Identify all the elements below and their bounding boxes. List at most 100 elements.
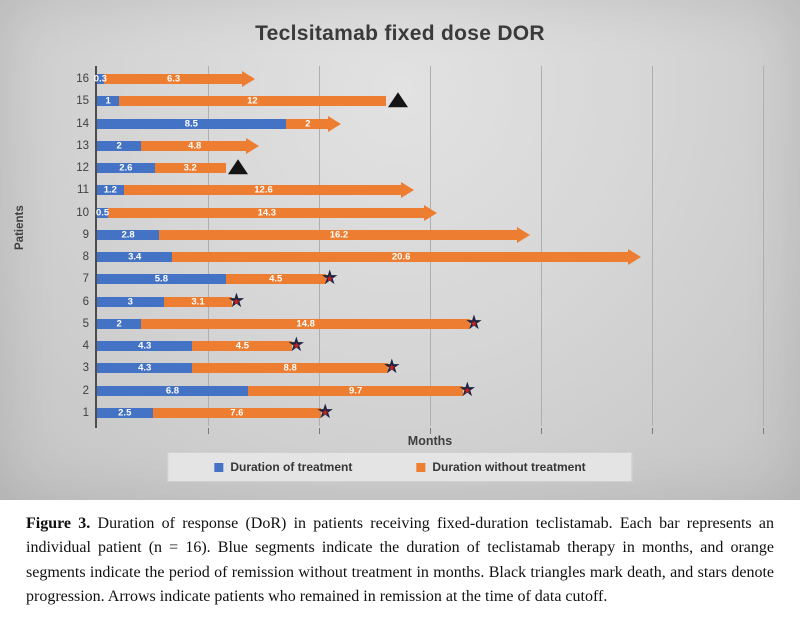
star-outline: ★ — [227, 289, 246, 312]
treatment-segment — [97, 229, 160, 240]
treatment-segment — [97, 140, 142, 151]
treatment-segment — [97, 363, 193, 374]
remission-value-label: 12.6 — [254, 184, 273, 196]
y-tick-label: 8 — [82, 251, 89, 264]
x-axis-tick — [430, 428, 431, 434]
star-outline: ★ — [320, 267, 339, 290]
treatment-segment — [97, 318, 142, 329]
remission-value-label: 12 — [247, 95, 258, 107]
remission-segment — [141, 318, 470, 329]
x-axis-tick — [208, 428, 209, 434]
x-axis-tick — [541, 428, 542, 434]
treatment-segment — [97, 274, 226, 285]
remission-value-label: 4.8 — [188, 140, 202, 152]
y-tick-label: 16 — [76, 73, 89, 86]
star-outline: ★ — [464, 312, 483, 335]
treatment-segment — [97, 252, 173, 263]
remission-value-label: 20.6 — [391, 251, 411, 263]
treatment-value-label: 0.3 — [93, 73, 107, 85]
remission-segment — [285, 118, 331, 129]
treatment-segment — [97, 385, 248, 396]
remission-segment — [152, 407, 322, 418]
figure-caption: Figure 3. Duration of response (DoR) in … — [0, 500, 800, 643]
treatment-swatch-icon — [214, 462, 224, 472]
y-tick-label: 4 — [82, 340, 89, 353]
treatment-value-label: 2.5 — [118, 407, 132, 419]
remission-value-label: 9.7 — [349, 384, 363, 396]
plot-area: 16 0.3 6.3 15 1 12 14 8.5 2 13 2 4.8 12 2.6 3.2 11 1.2 12… — [76, 66, 764, 426]
remission-arrow-icon — [328, 115, 342, 132]
treatment-value-label: 2 — [116, 318, 122, 330]
treatment-value-label: 2.8 — [121, 229, 135, 241]
patient-row: 10 0.5 14.3 — [76, 202, 763, 224]
treatment-value-label: 6.8 — [165, 384, 180, 396]
remission-value-label: 7.6 — [230, 407, 244, 419]
y-tick-label: 1 — [82, 406, 89, 419]
y-tick-label: 11 — [77, 184, 89, 197]
patient-row: 11 1.2 12.6 — [77, 179, 763, 201]
remission-value-label: 3.1 — [191, 295, 205, 307]
star-outline: ★ — [458, 378, 477, 401]
patient-row: 15 1 12 — [76, 90, 763, 112]
remission-arrow-icon — [401, 182, 415, 199]
remission-segment — [159, 229, 519, 240]
y-tick-label: 10 — [76, 206, 89, 219]
remission-arrow-icon — [423, 204, 437, 221]
star-center: ★ — [469, 318, 478, 329]
treatment-value-label: 1.2 — [103, 184, 117, 196]
gridline — [763, 66, 764, 426]
remission-value-label: 3.2 — [183, 162, 197, 174]
treatment-value-label: 5.8 — [154, 273, 168, 285]
treatment-segment — [97, 296, 164, 307]
treatment-segment — [97, 74, 104, 85]
y-tick-label: 2 — [82, 384, 89, 397]
legend: Duration of treatment Duration without t… — [167, 452, 633, 482]
y-tick-label: 14 — [76, 117, 89, 130]
remission-segment — [141, 140, 248, 151]
legend-item-remission: Duration without treatment — [416, 460, 586, 474]
remission-arrow-icon — [627, 249, 641, 266]
gridline — [430, 66, 431, 426]
patient-row: 12 2.6 3.2 — [76, 157, 763, 179]
star-center: ★ — [321, 407, 330, 418]
remission-segment — [172, 252, 630, 263]
remission-value-label: 4.5 — [269, 273, 283, 285]
patient-row: 4 4.3 4.5 ★ ★ — [83, 335, 763, 357]
remission-value-label: 14.8 — [296, 318, 315, 330]
star-center: ★ — [463, 384, 472, 395]
x-axis-tick — [319, 428, 320, 434]
treatment-segment — [97, 96, 120, 107]
star-outline: ★ — [382, 356, 401, 379]
remission-segment — [103, 74, 244, 85]
star-center: ★ — [292, 340, 301, 351]
y-tick-label: 9 — [82, 228, 89, 241]
star-center: ★ — [232, 295, 241, 306]
patient-row: 5 2 14.8 ★ ★ — [83, 312, 763, 335]
treatment-segment — [97, 118, 286, 129]
remission-segment — [225, 274, 326, 285]
treatment-value-label: 8.5 — [184, 117, 198, 129]
gridline — [541, 66, 542, 426]
y-tick-label: 15 — [76, 95, 89, 108]
treatment-segment — [97, 163, 155, 174]
patient-row: 1 2.5 7.6 ★ ★ — [83, 402, 763, 424]
y-tick-label: 13 — [76, 139, 89, 152]
treatment-value-label: 4.3 — [138, 362, 152, 374]
y-axis-label: Patients — [14, 205, 26, 250]
death-triangle-icon — [387, 92, 408, 108]
patient-row: 8 3.4 20.6 — [83, 246, 763, 268]
remission-value-label: 16.2 — [329, 229, 349, 241]
treatment-segment — [97, 407, 153, 418]
y-axis-line — [95, 66, 97, 428]
patient-row: 14 8.5 2 — [76, 113, 763, 135]
y-tick-label: 3 — [82, 362, 89, 375]
remission-swatch-icon — [416, 462, 426, 472]
patient-row: 6 3 3.1 ★ ★ — [83, 289, 763, 313]
remission-arrow-icon — [516, 226, 530, 243]
patient-row: 9 2.8 16.2 — [83, 224, 763, 246]
treatment-segment — [97, 185, 124, 196]
remission-segment — [163, 296, 233, 307]
remission-segment — [108, 207, 426, 218]
legend-item-treatment: Duration of treatment — [214, 460, 352, 474]
x-axis-tick — [652, 428, 653, 434]
